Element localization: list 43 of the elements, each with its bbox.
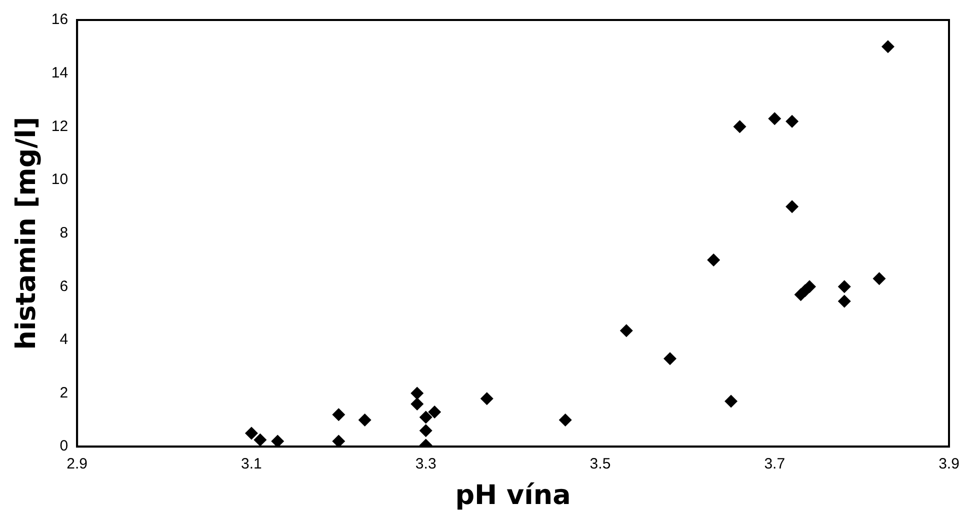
- point: [244, 426, 258, 440]
- point: [768, 112, 782, 126]
- y-tick-label: 4: [60, 331, 68, 348]
- x-tick-label: 3.9: [938, 456, 960, 473]
- point: [419, 424, 432, 438]
- point: [428, 405, 442, 418]
- x-tick-label: 3.5: [590, 456, 611, 473]
- y-tick-label: 0: [60, 438, 68, 455]
- y-tick-label: 16: [51, 11, 68, 28]
- point: [410, 386, 424, 400]
- point: [620, 324, 633, 338]
- point: [358, 413, 372, 426]
- point: [332, 408, 346, 422]
- point: [558, 413, 572, 426]
- y-tick-label: 12: [51, 118, 68, 135]
- point: [881, 40, 894, 54]
- point: [254, 433, 267, 446]
- point: [724, 394, 738, 408]
- y-axis-title: histamin [mg/l]: [11, 116, 42, 350]
- x-tick-label: 3.7: [764, 456, 786, 473]
- x-tick-label: 3.1: [241, 456, 262, 473]
- point: [786, 200, 799, 214]
- x-axis-title: pH vína: [455, 480, 571, 511]
- y-tick-label: 6: [60, 278, 68, 295]
- y-tick-label: 14: [51, 64, 68, 82]
- point: [663, 352, 676, 366]
- y-tick-label: 2: [60, 384, 68, 402]
- point: [332, 434, 346, 447]
- point: [271, 434, 284, 447]
- point: [802, 280, 816, 294]
- point: [872, 272, 886, 286]
- point: [419, 410, 432, 424]
- point: [707, 253, 720, 266]
- point: [838, 280, 851, 294]
- point: [480, 392, 494, 406]
- point: [786, 114, 799, 128]
- y-tick-label: 10: [51, 171, 68, 188]
- y-tick-label: 8: [60, 224, 68, 242]
- x-tick-label: 3.3: [415, 456, 436, 473]
- x-tick-label: 2.9: [66, 456, 88, 473]
- point: [733, 120, 746, 134]
- point: [410, 397, 424, 410]
- point: [838, 294, 851, 308]
